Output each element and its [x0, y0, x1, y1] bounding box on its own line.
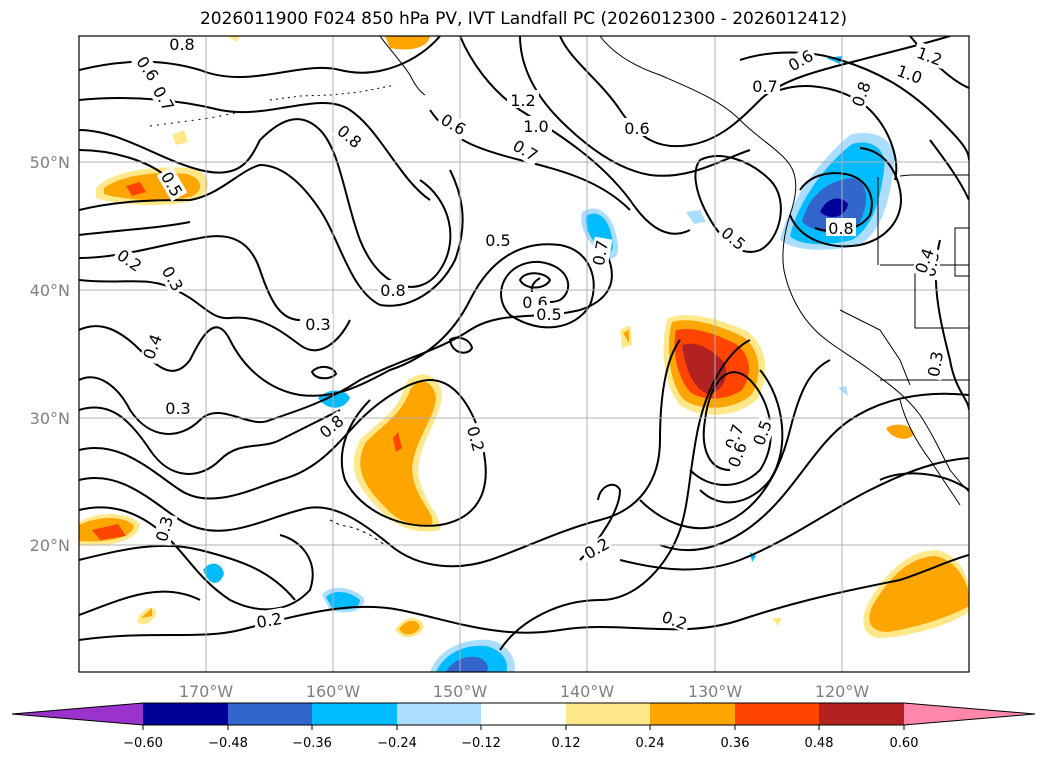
contour-label: 1.2	[510, 91, 535, 110]
lon-label-170w: 170°W	[179, 682, 234, 701]
lat-label-50n: 50°N	[30, 153, 70, 172]
aleutian-islands	[269, 84, 396, 101]
contour-line	[879, 472, 969, 491]
contour-line	[79, 221, 191, 236]
pc-shading	[79, 36, 969, 672]
contour-line	[459, 36, 691, 235]
contour-line	[79, 590, 201, 616]
contour-line	[559, 36, 951, 148]
contour-label: 0.2	[255, 609, 283, 632]
colorbar-extend-high	[904, 703, 1035, 725]
colorbar-segment	[566, 703, 650, 725]
contour-label: 0.3	[924, 350, 947, 378]
contour-line	[639, 359, 831, 530]
state-border	[954, 227, 969, 277]
colorbar-tick-label: 0.60	[890, 736, 919, 751]
graticule	[79, 36, 969, 672]
contour-label: 0.7	[589, 239, 612, 267]
baja-california-coast	[899, 399, 961, 506]
lat-label-20n: 20°N	[30, 536, 70, 555]
contour-label: 0.3	[305, 315, 330, 334]
colorbar-segment	[228, 703, 312, 725]
alaska-peninsula-coast	[379, 36, 426, 96]
contour-line	[79, 243, 595, 397]
contour-label: 0.3	[165, 399, 190, 418]
contour-line	[79, 378, 487, 527]
contour-line	[518, 272, 552, 289]
colorbar-tick-label: −0.36	[292, 736, 332, 751]
colorbar-tick-label: −0.48	[208, 736, 248, 751]
hawaiian-islands	[329, 519, 386, 546]
contour-line	[739, 51, 969, 161]
contour-line	[79, 339, 681, 568]
colorbar-segment	[143, 703, 228, 725]
contour-label: 0.7	[752, 77, 777, 96]
colorbar-segment	[650, 703, 735, 725]
north-america-coast	[599, 36, 969, 493]
colorbar-tick-label: −0.24	[377, 736, 417, 751]
map-frame	[78, 35, 970, 673]
contour-labels: 0.8 0.6 0.7 0.8 0.6 1.2 1.0 0.7 0.6 0.7 …	[111, 34, 949, 634]
colorbar-segment	[819, 703, 904, 725]
colorbar-tick-label: −0.60	[123, 736, 163, 751]
colorbar-segment	[735, 703, 819, 725]
colorbar-segment	[312, 703, 397, 725]
contour-label: 0.8	[380, 281, 405, 300]
lat-label-30n: 30°N	[30, 409, 70, 428]
contour-line	[689, 371, 772, 486]
colorbar: −0.60 −0.48 −0.36 −0.24 −0.12 0.12 0.24 …	[11, 702, 1036, 751]
contour-line	[79, 554, 969, 641]
contour-label: 0.8	[828, 219, 853, 238]
contour-label: 0.5	[485, 231, 510, 250]
contour-line	[79, 506, 314, 611]
colorbar-segment	[481, 703, 566, 725]
contour-line	[659, 392, 969, 552]
contour-line	[79, 544, 296, 601]
colorbar-tick-label: 0.12	[552, 736, 581, 751]
state-border	[914, 265, 969, 329]
contour-line	[929, 139, 969, 201]
contour-line	[310, 366, 338, 380]
colorbar-segment	[397, 703, 481, 725]
colorbar-tick-label: 0.48	[805, 736, 834, 751]
lon-label-130w: 130°W	[688, 682, 743, 701]
lon-label-150w: 150°W	[433, 682, 488, 701]
aleutian-islands	[149, 111, 241, 127]
latitude-labels: 50°N 40°N 30°N 20°N	[30, 153, 70, 555]
contour-line	[519, 36, 751, 177]
contour-label: 0.6	[624, 119, 649, 138]
lon-label-140w: 140°W	[560, 682, 615, 701]
longitude-labels: 170°W 160°W 150°W 140°W 130°W 120°W	[179, 682, 870, 701]
contour-label: 0.8	[169, 35, 194, 54]
contour-line	[779, 85, 898, 181]
map-title: 2026011900 F024 850 hPa PV, IVT Landfall…	[199, 9, 847, 29]
coastlines	[149, 36, 969, 546]
colorbar-tick-label: 0.36	[721, 736, 750, 751]
us-canada-border	[899, 174, 969, 177]
colorbar-tick-label: 0.24	[636, 736, 665, 751]
state-border	[839, 309, 911, 386]
contour-line	[694, 155, 782, 253]
colorbar-tick-label: −0.12	[461, 736, 501, 751]
contour-label: 0.5	[536, 305, 561, 324]
lat-label-40n: 40°N	[30, 281, 70, 300]
contour-line	[79, 279, 351, 352]
contour-line	[499, 339, 751, 651]
contour-line	[619, 457, 969, 571]
contour-line	[448, 336, 474, 354]
contour-line	[79, 163, 464, 307]
colorbar-extend-low	[12, 703, 143, 725]
lon-label-160w: 160°W	[306, 682, 361, 701]
contour-line	[79, 406, 341, 475]
contour-line	[79, 118, 452, 288]
lon-label-120w: 120°W	[815, 682, 870, 701]
contour-label: 1.0	[523, 117, 548, 136]
